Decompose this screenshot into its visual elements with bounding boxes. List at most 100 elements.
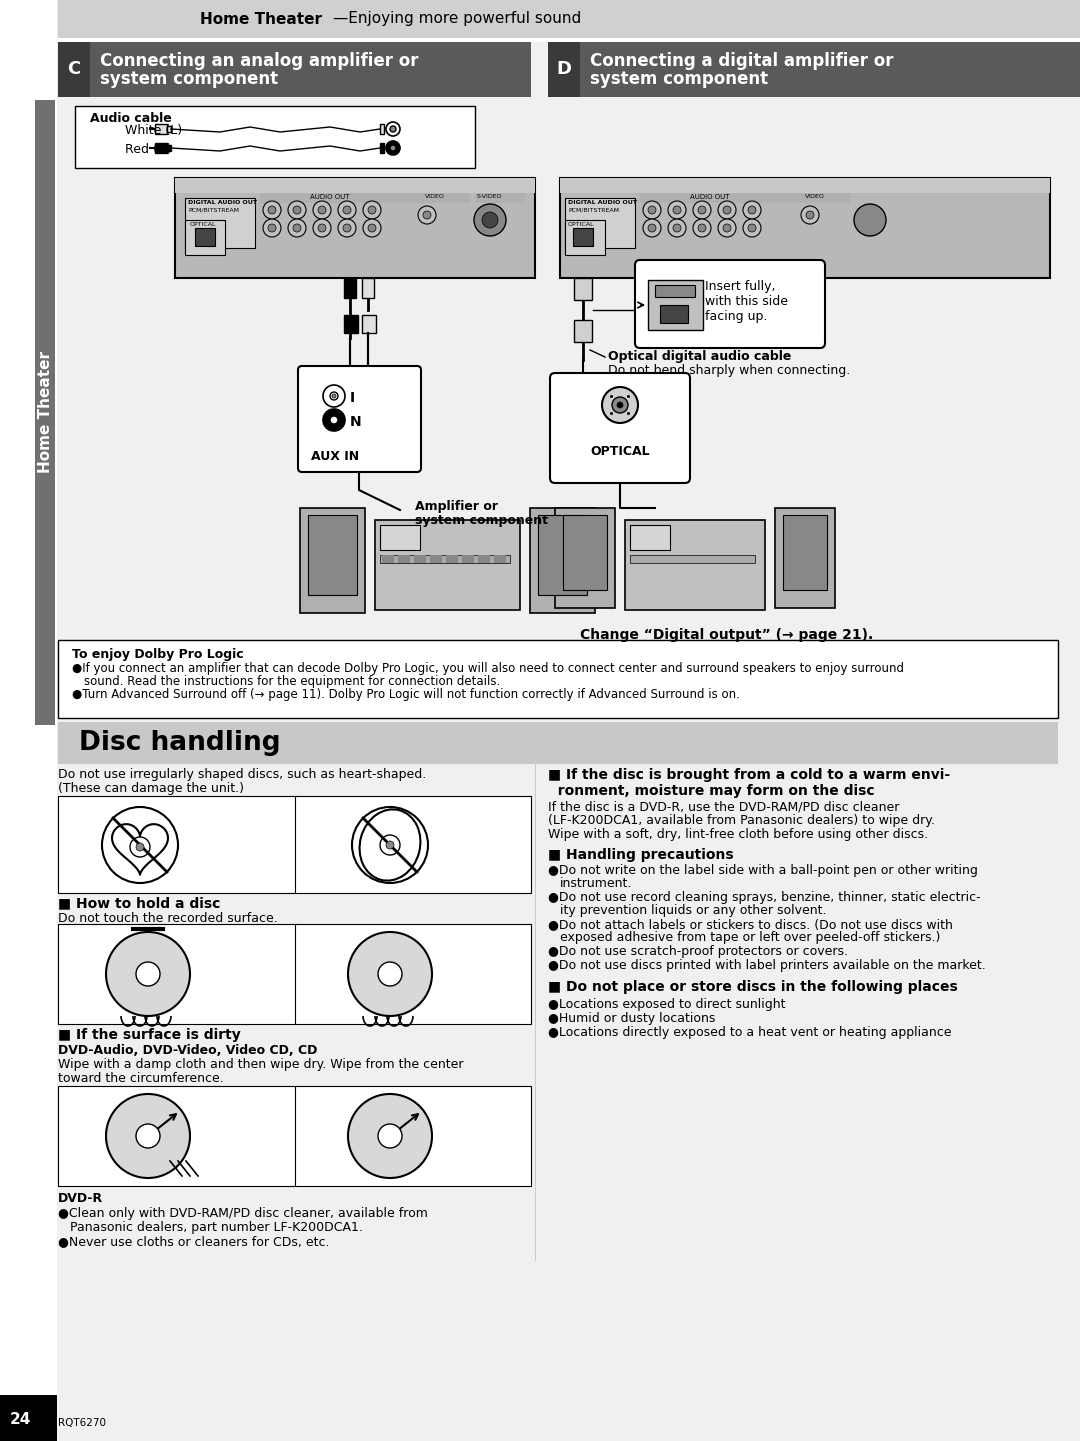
Polygon shape xyxy=(345,278,356,298)
Circle shape xyxy=(368,223,376,232)
Circle shape xyxy=(718,219,735,236)
Circle shape xyxy=(743,219,761,236)
Polygon shape xyxy=(362,278,374,298)
Text: Connecting a digital amplifier or: Connecting a digital amplifier or xyxy=(590,52,893,71)
Circle shape xyxy=(693,200,711,219)
Text: Home Theater: Home Theater xyxy=(38,352,53,473)
Polygon shape xyxy=(382,555,394,563)
Polygon shape xyxy=(380,525,420,550)
Circle shape xyxy=(423,210,431,219)
FancyBboxPatch shape xyxy=(550,373,690,483)
Polygon shape xyxy=(573,228,593,246)
Text: instrument.: instrument. xyxy=(561,878,633,891)
Polygon shape xyxy=(375,520,519,610)
Circle shape xyxy=(748,223,756,232)
Text: AUX IN: AUX IN xyxy=(311,450,359,463)
Polygon shape xyxy=(58,37,1080,42)
Circle shape xyxy=(648,206,656,215)
Polygon shape xyxy=(308,514,357,595)
Circle shape xyxy=(380,834,400,855)
Text: Do not bend sharply when connecting.: Do not bend sharply when connecting. xyxy=(608,365,850,378)
Circle shape xyxy=(330,392,338,401)
Polygon shape xyxy=(185,197,255,248)
Circle shape xyxy=(617,402,623,408)
Polygon shape xyxy=(548,42,1080,97)
Circle shape xyxy=(378,1124,402,1148)
Text: AUDIO OUT: AUDIO OUT xyxy=(690,195,730,200)
Text: DIGITAL AUDIO OUT: DIGITAL AUDIO OUT xyxy=(188,200,257,205)
Polygon shape xyxy=(640,193,800,203)
Circle shape xyxy=(610,395,613,398)
Circle shape xyxy=(313,200,330,219)
Circle shape xyxy=(136,963,160,986)
Polygon shape xyxy=(654,285,696,297)
Polygon shape xyxy=(380,143,384,153)
Text: ●Never use cloths or cleaners for CDs, etc.: ●Never use cloths or cleaners for CDs, e… xyxy=(58,1235,329,1248)
Circle shape xyxy=(643,200,661,219)
Text: Panasonic dealers, part number LF-K200DCA1.: Panasonic dealers, part number LF-K200DC… xyxy=(70,1221,363,1233)
Text: DIGITAL AUDIO OUT: DIGITAL AUDIO OUT xyxy=(568,200,637,205)
Circle shape xyxy=(610,412,613,415)
Text: ●Turn Advanced Surround off (→ page 11). Dolby Pro Logic will not function corre: ●Turn Advanced Surround off (→ page 11).… xyxy=(72,687,740,700)
Polygon shape xyxy=(630,525,670,550)
Circle shape xyxy=(723,223,731,232)
Circle shape xyxy=(627,412,630,415)
Polygon shape xyxy=(538,514,588,595)
Polygon shape xyxy=(167,125,171,133)
Circle shape xyxy=(323,409,345,431)
Polygon shape xyxy=(563,514,607,589)
Circle shape xyxy=(363,219,381,236)
Text: exposed adhesive from tape or left over peeled-off stickers.): exposed adhesive from tape or left over … xyxy=(561,931,941,944)
Text: To enjoy Dolby Pro Logic: To enjoy Dolby Pro Logic xyxy=(72,648,244,661)
Polygon shape xyxy=(380,124,384,134)
Text: Audio cable: Audio cable xyxy=(90,112,172,125)
Text: ●Locations directly exposed to a heat vent or heating appliance: ●Locations directly exposed to a heat ve… xyxy=(548,1026,951,1039)
Polygon shape xyxy=(58,924,531,1025)
Text: ●Locations exposed to direct sunlight: ●Locations exposed to direct sunlight xyxy=(548,999,785,1012)
Circle shape xyxy=(368,206,376,215)
Polygon shape xyxy=(58,640,1058,718)
Polygon shape xyxy=(260,193,420,203)
Text: If the disc is a DVD-R, use the DVD-RAM/PD disc cleaner: If the disc is a DVD-R, use the DVD-RAM/… xyxy=(548,800,900,813)
Polygon shape xyxy=(58,1087,531,1186)
Circle shape xyxy=(330,416,338,424)
Text: ●Do not attach labels or stickers to discs. (Do not use discs with: ●Do not attach labels or stickers to dis… xyxy=(548,918,953,931)
Polygon shape xyxy=(446,555,458,563)
Circle shape xyxy=(673,223,681,232)
Text: Wipe with a soft, dry, lint-free cloth before using other discs.: Wipe with a soft, dry, lint-free cloth b… xyxy=(548,829,928,842)
Polygon shape xyxy=(573,320,592,342)
Text: Insert fully,
with this side
facing up.: Insert fully, with this side facing up. xyxy=(705,280,788,323)
Circle shape xyxy=(482,212,498,228)
Text: C: C xyxy=(67,61,81,78)
Polygon shape xyxy=(478,555,490,563)
Polygon shape xyxy=(58,42,90,97)
Circle shape xyxy=(264,219,281,236)
Circle shape xyxy=(748,206,756,215)
Circle shape xyxy=(386,122,400,135)
Polygon shape xyxy=(345,316,357,333)
Polygon shape xyxy=(75,107,475,169)
Polygon shape xyxy=(380,555,510,563)
Text: (LF-K200DCA1, available from Panasonic dealers) to wipe dry.: (LF-K200DCA1, available from Panasonic d… xyxy=(548,814,935,827)
Circle shape xyxy=(338,200,356,219)
FancyBboxPatch shape xyxy=(635,259,825,347)
Text: ronment, moisture may form on the disc: ronment, moisture may form on the disc xyxy=(548,784,875,798)
Circle shape xyxy=(418,206,436,223)
Text: system component: system component xyxy=(590,71,768,88)
Text: D: D xyxy=(556,61,571,78)
Circle shape xyxy=(386,842,394,849)
Polygon shape xyxy=(156,124,167,134)
Polygon shape xyxy=(156,143,167,153)
Polygon shape xyxy=(0,1395,57,1441)
Polygon shape xyxy=(58,42,531,97)
Circle shape xyxy=(627,395,630,398)
Text: ●Do not write on the label side with a ball-point pen or other writing: ●Do not write on the label side with a b… xyxy=(548,865,977,878)
Text: ●Humid or dusty locations: ●Humid or dusty locations xyxy=(548,1012,715,1025)
Text: OPTICAL: OPTICAL xyxy=(590,445,650,458)
Polygon shape xyxy=(414,555,426,563)
Circle shape xyxy=(669,200,686,219)
Polygon shape xyxy=(300,509,365,612)
Polygon shape xyxy=(565,220,605,255)
Circle shape xyxy=(698,206,706,215)
Text: Change “Digital output” (→ page 21).: Change “Digital output” (→ page 21). xyxy=(580,628,874,643)
